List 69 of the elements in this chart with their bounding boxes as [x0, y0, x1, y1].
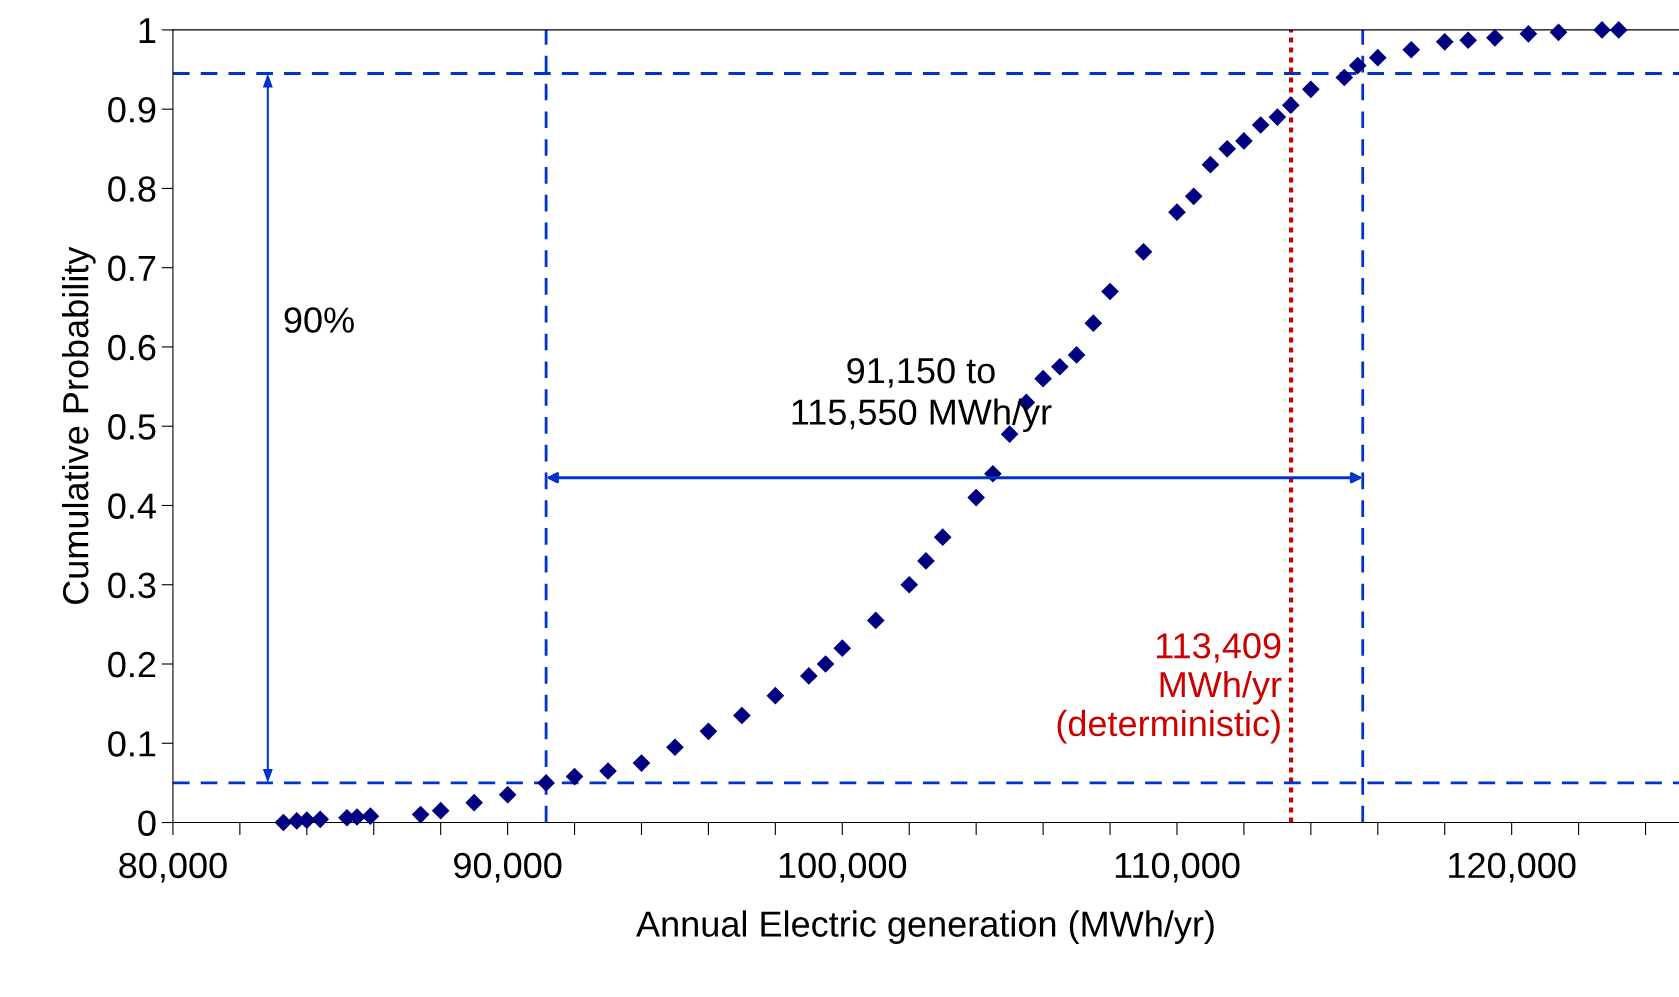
point	[900, 576, 918, 594]
point	[432, 802, 450, 820]
x-tick-label: 90,000	[454, 852, 562, 883]
point	[867, 611, 885, 629]
x-tick-label: 120,000	[1449, 852, 1576, 883]
y-axis-title: Cumulative Probability	[62, 246, 96, 605]
point	[1201, 156, 1219, 174]
point	[1134, 243, 1153, 261]
point	[1402, 41, 1420, 59]
point	[1168, 203, 1186, 221]
point	[733, 706, 751, 725]
point	[917, 552, 935, 570]
point	[632, 754, 651, 772]
point	[1252, 116, 1270, 134]
point	[699, 722, 717, 740]
point	[1302, 80, 1320, 98]
point	[967, 489, 985, 507]
point	[361, 807, 379, 825]
y-tick-label: 0.6	[108, 334, 156, 361]
point	[1593, 21, 1611, 39]
point	[465, 794, 483, 812]
point	[1335, 68, 1353, 87]
y-tick-label: 0.3	[108, 572, 156, 599]
x-axis-title: Annual Electric generation (MWh/yr)	[636, 910, 1214, 945]
point	[1436, 33, 1454, 51]
y-tick-label: 0	[138, 810, 156, 836]
annotation: 91,150 to 115,550 MWh/yr	[792, 357, 1052, 433]
point	[311, 810, 329, 828]
point	[1549, 23, 1568, 41]
annotation: 90%	[284, 307, 354, 333]
point	[1610, 21, 1628, 39]
point	[1459, 31, 1477, 49]
point	[766, 687, 784, 705]
point	[1068, 346, 1086, 364]
point	[800, 667, 818, 685]
x-tick-label: 80,000	[119, 852, 227, 883]
point	[833, 639, 851, 657]
point	[1349, 57, 1367, 75]
ref-line-label: 113,409 MWh/yr (deterministic)	[1057, 633, 1282, 744]
point	[412, 806, 430, 824]
point	[599, 762, 617, 780]
point	[1034, 370, 1052, 388]
point	[1235, 132, 1253, 150]
point	[817, 655, 835, 673]
point	[537, 774, 555, 792]
point	[499, 786, 517, 804]
x-tick-label: 100,000	[779, 852, 907, 883]
y-tick-label: 0.7	[108, 255, 156, 282]
y-tick-label: 0.4	[108, 493, 156, 519]
point	[1519, 25, 1537, 43]
y-tick-label: 0.8	[108, 176, 156, 202]
y-tick-label: 0.2	[108, 651, 156, 678]
point	[1486, 29, 1504, 47]
point	[934, 528, 952, 546]
point	[566, 768, 584, 786]
point	[1268, 108, 1286, 126]
point	[1282, 96, 1300, 114]
x-tick-label: 110,000	[1115, 852, 1240, 883]
y-tick-label: 0.5	[108, 414, 156, 440]
point	[666, 738, 684, 756]
point	[1084, 314, 1102, 332]
point	[1051, 358, 1069, 376]
point	[1218, 140, 1236, 158]
point	[1101, 282, 1119, 301]
point	[1185, 187, 1203, 205]
y-tick-label: 1	[139, 18, 156, 43]
y-tick-label: 0.9	[108, 97, 156, 123]
y-tick-label: 0.1	[108, 731, 156, 757]
point	[1369, 49, 1387, 67]
